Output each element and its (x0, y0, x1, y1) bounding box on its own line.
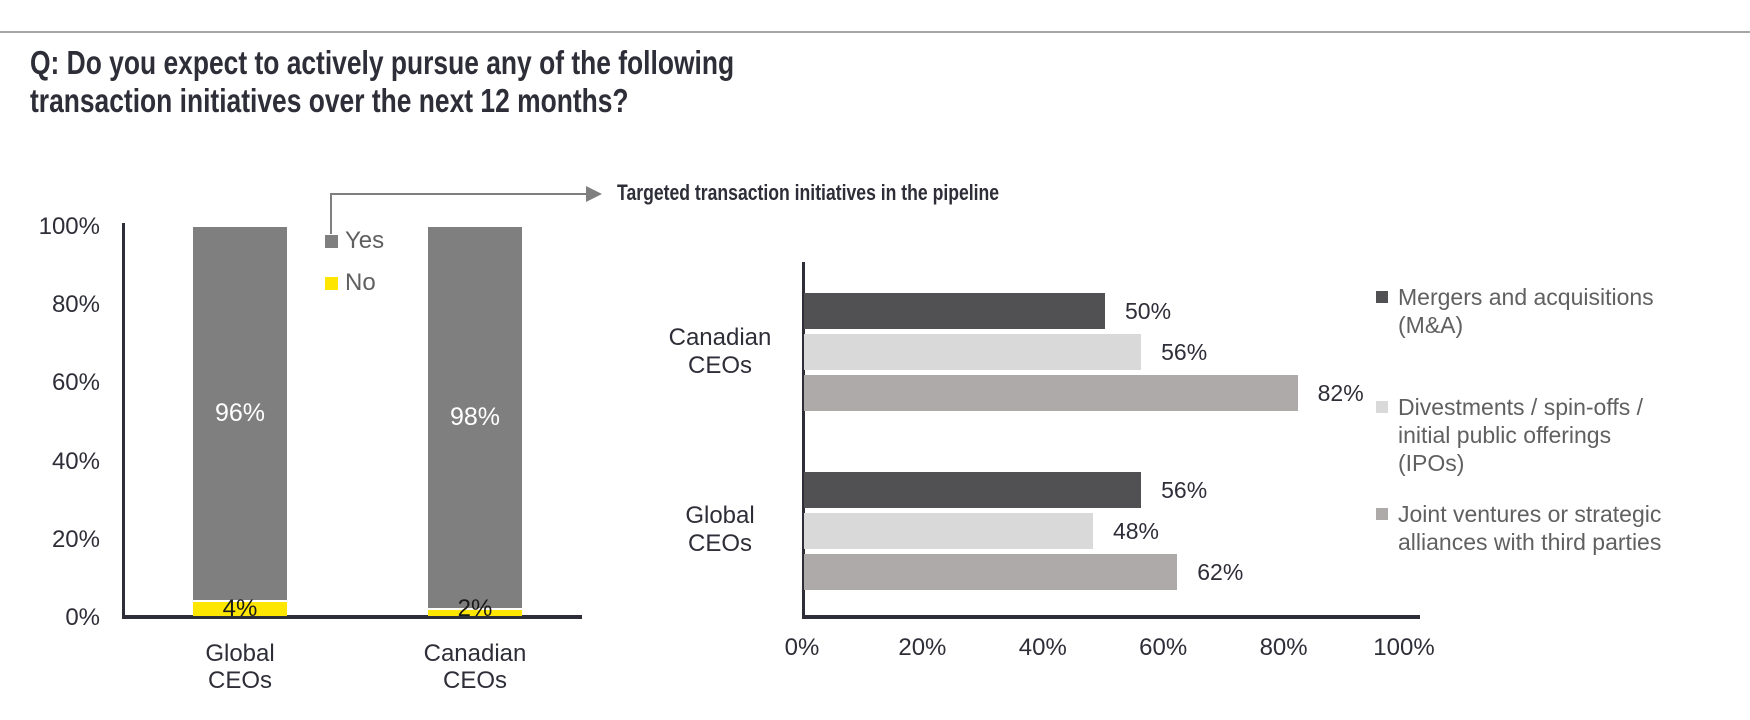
right-x-tick-0: 0% (784, 634, 820, 661)
category-label-canadian-ceos: Canadian CEOs (385, 640, 565, 694)
legend-item-no: No (325, 269, 376, 297)
left-y-tick-20: 20% (51, 525, 100, 553)
legend-label-series-0: Mergers and acquisitions (M&A) (1398, 283, 1654, 339)
legend-item-yes: Yes (325, 227, 384, 255)
category-label-line: CEOs (207, 667, 272, 694)
bar-global-ceos-series-0 (804, 472, 1142, 508)
group-label-line: Global (685, 502, 755, 529)
yes-value-label-canadian-ceos: 98% (449, 403, 501, 432)
legend-swatch-series-1 (1376, 401, 1388, 413)
right-chart-y-axis (802, 262, 805, 619)
legend-swatch-series-0 (1376, 291, 1388, 303)
group-label-global-ceos: Global CEOs (630, 502, 810, 558)
segment-yes-global-ceos: 96% (193, 227, 287, 601)
legend-item-series-2: Joint ventures or strategic alliances wit… (1376, 500, 1746, 556)
right-x-tick-20: 20% (898, 634, 947, 661)
top-divider-line (0, 31, 1750, 33)
legend-label-line: Mergers and acquisitions (1398, 284, 1654, 310)
segment-no-global-ceos (193, 602, 287, 616)
right-x-tick-100: 100% (1373, 634, 1435, 661)
left-y-tick-40: 40% (51, 447, 100, 475)
right-x-tick-80: 80% (1259, 634, 1308, 661)
left-y-tick-100: 100% (38, 213, 100, 240)
bar-global-ceos-series-1 (804, 513, 1093, 549)
yes-legend-swatch (325, 234, 338, 248)
right-chart-x-axis (802, 615, 1420, 619)
value-label-global-ceos-series-2: 62% (1197, 559, 1244, 585)
bar-canadian-ceos-series-2 (804, 375, 1298, 411)
question-title-line-1: Q: Do you expect to actively pursue any … (30, 44, 735, 81)
category-label-line: CEOs (442, 667, 507, 694)
legend-item-series-0: Mergers and acquisitions (M&A) (1376, 283, 1746, 339)
stacked-bar-canadian-ceos: 98% 2% (428, 227, 522, 622)
right-x-tick-40: 40% (1018, 634, 1067, 661)
group-label-line: CEOs (687, 530, 752, 557)
value-label-canadian-ceos-series-0: 50% (1125, 298, 1172, 324)
yes-value-label-global-ceos: 96% (214, 399, 266, 428)
legend-label-line: Divestments / spin-offs / (1398, 394, 1643, 420)
legend-label-line: (M&A) (1398, 312, 1464, 338)
bar-canadian-ceos-series-0 (804, 293, 1105, 329)
right-x-tick-60: 60% (1139, 634, 1188, 661)
category-label-line: Global (205, 640, 275, 667)
no-value-label-global-ceos: 4% (222, 595, 258, 622)
left-y-tick-0: 0% (65, 604, 100, 631)
segment-gap (193, 600, 287, 603)
left-y-tick-60: 60% (51, 369, 100, 397)
left-chart-y-axis (122, 223, 125, 619)
value-label-global-ceos-series-0: 56% (1161, 477, 1208, 503)
legend-label-line: alliances with third parties (1398, 529, 1662, 555)
segment-yes-canadian-ceos: 98% (428, 227, 522, 609)
legend-label-line: initial public offerings (1398, 422, 1612, 448)
legend-label-series-1: Divestments / spin-offs / initial public … (1398, 393, 1643, 477)
group-label-line: CEOs (687, 352, 752, 379)
legend-label-line: Joint ventures or strategic (1398, 501, 1662, 527)
bar-canadian-ceos-series-1 (804, 334, 1142, 370)
legend-label-line: (IPOs) (1398, 450, 1465, 476)
legend-item-series-1: Divestments / spin-offs / initial public … (1376, 393, 1746, 477)
group-label-line: Canadian (668, 324, 772, 351)
segment-no-canadian-ceos (428, 610, 522, 616)
group-label-canadian-ceos: Canadian CEOs (630, 324, 810, 380)
no-legend-label: No (345, 269, 376, 296)
left-y-tick-80: 80% (51, 291, 100, 319)
question-title-line-2: transaction initiatives over the next 12… (30, 82, 629, 119)
no-legend-swatch (325, 276, 338, 290)
legend-label-series-2: Joint ventures or strategic alliances wit… (1398, 500, 1661, 556)
right-chart-title: Targeted transaction initiatives in the … (617, 180, 1000, 205)
bar-global-ceos-series-2 (804, 554, 1178, 590)
legend-swatch-series-2 (1376, 508, 1388, 520)
segment-gap (428, 608, 522, 611)
yes-legend-label: Yes (345, 227, 385, 254)
elbow-arrow-connector (330, 186, 602, 234)
category-label-line: Canadian (423, 640, 527, 667)
category-label-global-ceos: Global CEOs (150, 640, 330, 694)
question-title: Q: Do you expect to actively pursue any … (30, 44, 734, 120)
left-chart-x-axis (122, 615, 582, 619)
no-value-label-canadian-ceos: 2% (457, 595, 493, 622)
stacked-bar-global-ceos: 96% 4% (193, 227, 287, 622)
value-label-canadian-ceos-series-2: 82% (1317, 380, 1364, 406)
value-label-global-ceos-series-1: 48% (1112, 518, 1159, 544)
value-label-canadian-ceos-series-1: 56% (1161, 339, 1208, 365)
